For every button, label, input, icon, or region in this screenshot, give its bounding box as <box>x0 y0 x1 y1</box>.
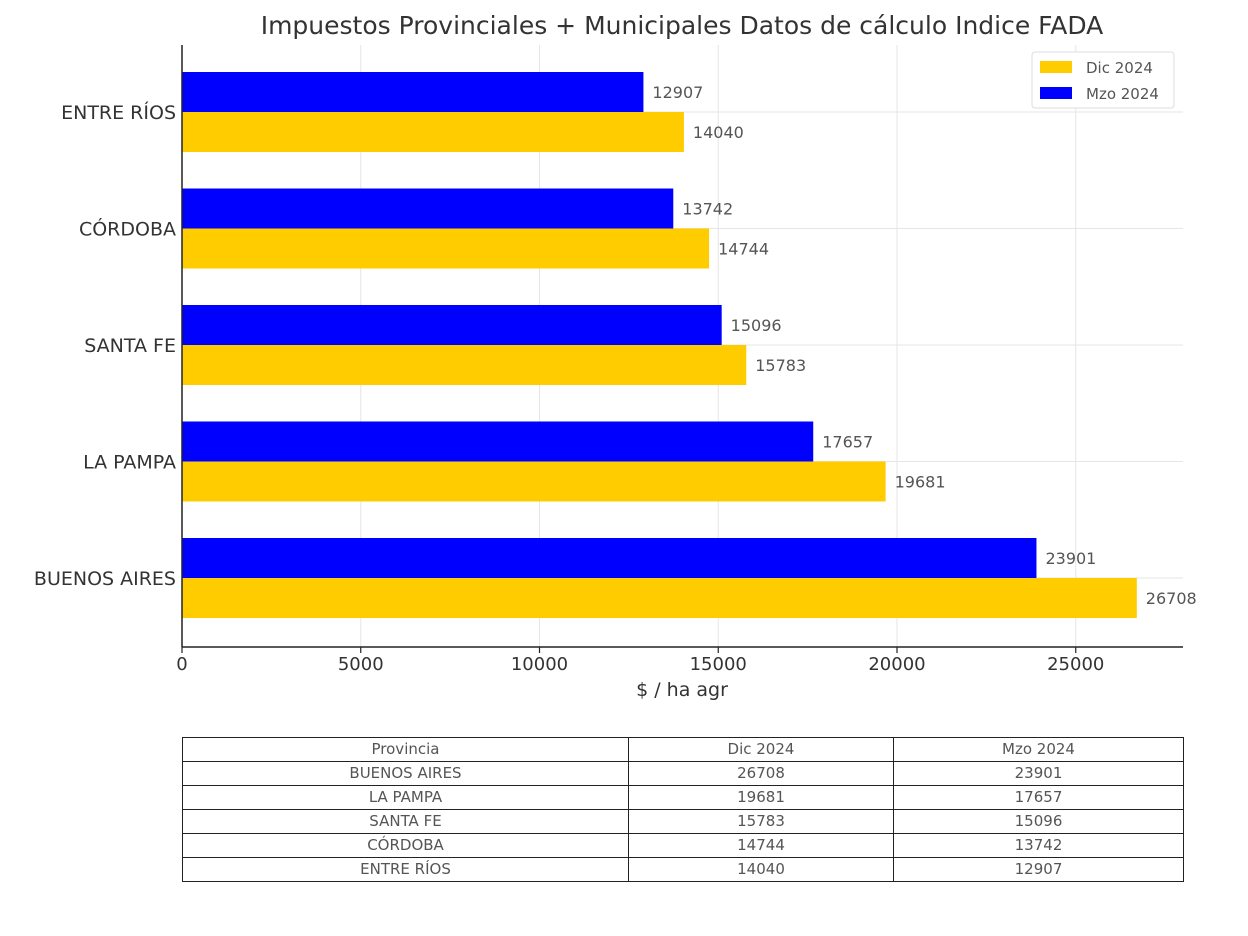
data-label-dic-2024: 15783 <box>755 356 806 375</box>
table-cell-provincia: BUENOS AIRES <box>182 761 629 786</box>
data-label-mzo-2024: 13742 <box>682 200 733 219</box>
table-cell-mzo-2024: 17657 <box>893 785 1184 810</box>
table-cell-provincia: SANTA FE <box>182 809 629 834</box>
y-category-label: LA PAMPA <box>83 452 176 474</box>
y-category-label: BUENOS AIRES <box>34 568 176 590</box>
table-cell-mzo-2024: 13742 <box>893 833 1184 858</box>
x-tick-label: 0 <box>176 654 187 675</box>
bar-chart: Impuestos Provinciales + Municipales Dat… <box>34 11 1197 701</box>
data-label-mzo-2024: 15096 <box>731 316 782 335</box>
bar-dic-2024 <box>182 112 684 152</box>
bar-dic-2024 <box>182 578 1137 618</box>
data-label-dic-2024: 14744 <box>718 240 769 259</box>
x-tick-label: 10000 <box>511 654 568 675</box>
x-tick-label: 25000 <box>1047 654 1104 675</box>
y-category-label: SANTA FE <box>84 335 176 357</box>
data-label-dic-2024: 19681 <box>895 473 946 492</box>
x-axis-label: $ / ha agr <box>636 679 728 701</box>
table-cell-dic-2024: 14744 <box>628 833 894 858</box>
data-label-mzo-2024: 23901 <box>1045 549 1096 568</box>
table-cell-mzo-2024: 12907 <box>893 857 1184 882</box>
x-ticks: 0 5000 10000 15000 20000 25000 <box>176 647 1104 675</box>
table-row: CÓRDOBA 14744 13742 <box>182 833 1184 858</box>
y-category-labels: ENTRE RÍOS CÓRDOBA SANTA FE LA PAMPA BUENOS … <box>34 101 176 590</box>
table-row: ENTRE RÍOS 14040 12907 <box>182 857 1184 882</box>
table-cell-dic-2024: 26708 <box>628 761 894 786</box>
table-cell-dic-2024: 15783 <box>628 809 894 834</box>
table-cell-dic-2024: 14040 <box>628 857 894 882</box>
y-category-label: CÓRDOBA <box>79 217 176 241</box>
table-header-provincia: Provincia <box>182 737 629 762</box>
bar-dic-2024 <box>182 461 886 502</box>
table-cell-mzo-2024: 15096 <box>893 809 1184 834</box>
bars-group: 12907 14040 13742 14744 15096 15783 17657 19681… <box>182 72 1197 618</box>
chart-title: Impuestos Provinciales + Municipales Dat… <box>261 11 1104 40</box>
y-category-label: ENTRE RÍOS <box>61 101 176 124</box>
table-cell-provincia: CÓRDOBA <box>182 833 629 858</box>
legend-swatch-dic-2024 <box>1040 61 1072 73</box>
legend-swatch-mzo-2024 <box>1040 87 1072 99</box>
table-cell-provincia: ENTRE RÍOS <box>182 857 629 882</box>
bar-dic-2024 <box>182 228 710 269</box>
bar-mzo-2024 <box>182 421 814 462</box>
legend-label-mzo-2024: Mzo 2024 <box>1086 85 1159 103</box>
legend: Dic 2024 Mzo 2024 <box>1031 51 1175 109</box>
table-cell-mzo-2024: 23901 <box>893 761 1184 786</box>
data-label-dic-2024: 14040 <box>693 123 744 142</box>
table-cell-dic-2024: 19681 <box>628 785 894 810</box>
bar-dic-2024 <box>182 345 747 385</box>
axes <box>181 45 1183 648</box>
legend-label-dic-2024: Dic 2024 <box>1086 59 1153 77</box>
data-label-dic-2024: 26708 <box>1146 589 1197 608</box>
table-header-row: Provincia Dic 2024 Mzo 2024 <box>182 737 1184 762</box>
table-header-dic-2024: Dic 2024 <box>628 737 894 762</box>
bar-mzo-2024 <box>182 188 674 229</box>
bar-mzo-2024 <box>182 305 722 345</box>
x-tick-label: 15000 <box>690 654 747 675</box>
data-table: Provincia Dic 2024 Mzo 2024 BUENOS AIRES… <box>182 737 1184 882</box>
x-tick-label: 5000 <box>338 654 384 675</box>
table-row: SANTA FE 15783 15096 <box>182 809 1184 834</box>
table-header-mzo-2024: Mzo 2024 <box>893 737 1184 762</box>
data-label-mzo-2024: 17657 <box>822 433 873 452</box>
bar-mzo-2024 <box>182 72 644 112</box>
x-tick-label: 20000 <box>868 654 925 675</box>
bar-mzo-2024 <box>182 538 1037 578</box>
data-label-mzo-2024: 12907 <box>652 83 703 102</box>
table-row: LA PAMPA 19681 17657 <box>182 785 1184 810</box>
table-row: BUENOS AIRES 26708 23901 <box>182 761 1184 786</box>
table-cell-provincia: LA PAMPA <box>182 785 629 810</box>
